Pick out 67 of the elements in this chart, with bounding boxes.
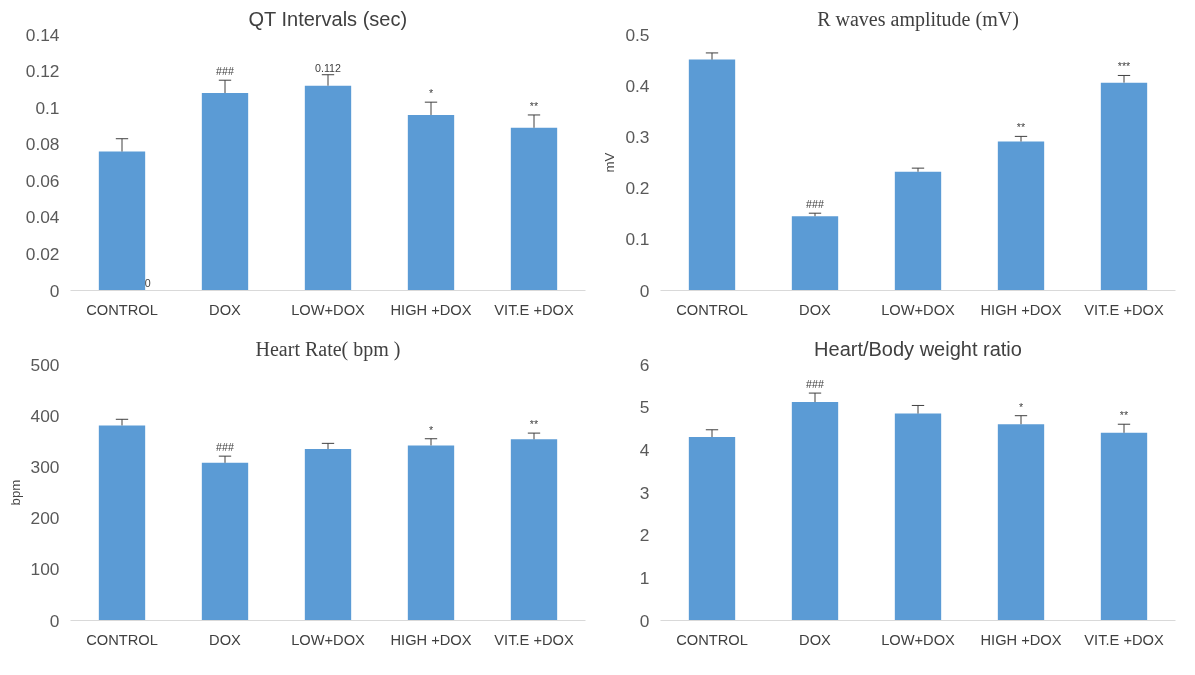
- x-tick-label: VIT.E +DOX: [494, 301, 574, 318]
- x-tick-label: HIGH +DOX: [980, 301, 1062, 318]
- y-tick-label: 0: [49, 610, 60, 631]
- y-tick-label: 200: [30, 508, 60, 529]
- y-tick-label: 1: [639, 567, 650, 588]
- annotation: *: [428, 423, 434, 436]
- y-tick-label: 0.02: [25, 243, 60, 264]
- y-tick-label: 500: [30, 354, 60, 375]
- x-tick-label: DOX: [209, 631, 242, 648]
- y-tick-label: 0.08: [25, 134, 60, 155]
- annotation: 0.112: [315, 61, 342, 74]
- x-tick-label: VIT.E +DOX: [1084, 301, 1164, 318]
- y-tick-label: 2: [639, 525, 650, 546]
- y-tick-label: 0.4: [625, 75, 650, 96]
- chart-title: R waves amplitude (mV): [817, 7, 1019, 31]
- y-tick-label: 0.1: [35, 97, 60, 118]
- y-axis-title: mV: [602, 152, 618, 173]
- y-tick-label: 5: [639, 397, 650, 418]
- annotation: **: [1119, 409, 1129, 422]
- y-tick-label: 0.12: [25, 61, 60, 82]
- x-tick-label: DOX: [799, 631, 832, 648]
- annotation: *: [1018, 400, 1024, 413]
- y-tick-label: 0: [49, 280, 60, 301]
- x-tick-label: CONTROL: [86, 301, 158, 318]
- annotation: ###: [216, 65, 234, 78]
- y-tick-label: 0: [639, 610, 650, 631]
- y-tick-label: 0.3: [625, 126, 650, 147]
- annotation: 0: [144, 276, 151, 289]
- y-tick-label: 0.5: [625, 24, 650, 45]
- x-tick-label: HIGH +DOX: [390, 631, 472, 648]
- annotation: **: [1016, 121, 1026, 134]
- x-tick-label: LOW+DOX: [291, 631, 366, 648]
- annotation: ###: [806, 198, 824, 211]
- y-tick-label: 0.2: [625, 178, 650, 199]
- y-tick-label: 3: [639, 482, 650, 503]
- x-tick-label: DOX: [209, 301, 242, 318]
- y-tick-label: 6: [639, 354, 650, 375]
- y-tick-label: 100: [30, 559, 60, 580]
- y-tick-label: 0.06: [25, 170, 60, 191]
- x-tick-label: LOW+DOX: [881, 631, 956, 648]
- x-tick-label: VIT.E +DOX: [1084, 631, 1164, 648]
- chart-title: Heart/Body weight ratio: [814, 337, 1022, 360]
- annotation: **: [529, 99, 539, 112]
- y-tick-label: 300: [30, 456, 60, 477]
- y-axis-title: bpm: [7, 479, 23, 506]
- x-tick-label: CONTROL: [86, 631, 158, 648]
- x-tick-label: HIGH +DOX: [980, 631, 1062, 648]
- y-tick-label: 0.14: [25, 24, 60, 45]
- chart-title: Heart Rate( bpm ): [255, 337, 401, 361]
- y-tick-label: 0.1: [625, 229, 650, 250]
- x-tick-label: CONTROL: [676, 301, 748, 318]
- annotation: *: [428, 87, 434, 100]
- x-tick-label: LOW+DOX: [291, 301, 366, 318]
- chart-title: QT Intervals (sec): [248, 7, 408, 30]
- x-tick-label: DOX: [799, 301, 832, 318]
- x-tick-label: CONTROL: [676, 631, 748, 648]
- y-tick-label: 0: [639, 280, 650, 301]
- annotation: ***: [1117, 60, 1131, 73]
- annotation: ###: [806, 378, 824, 391]
- x-tick-label: LOW+DOX: [881, 301, 956, 318]
- annotation: ###: [216, 441, 234, 454]
- annotation: **: [529, 418, 539, 431]
- y-tick-label: 400: [30, 405, 60, 426]
- x-tick-label: VIT.E +DOX: [494, 631, 574, 648]
- y-tick-label: 0.04: [25, 207, 60, 228]
- x-tick-label: HIGH +DOX: [390, 301, 472, 318]
- y-tick-label: 4: [639, 439, 650, 460]
